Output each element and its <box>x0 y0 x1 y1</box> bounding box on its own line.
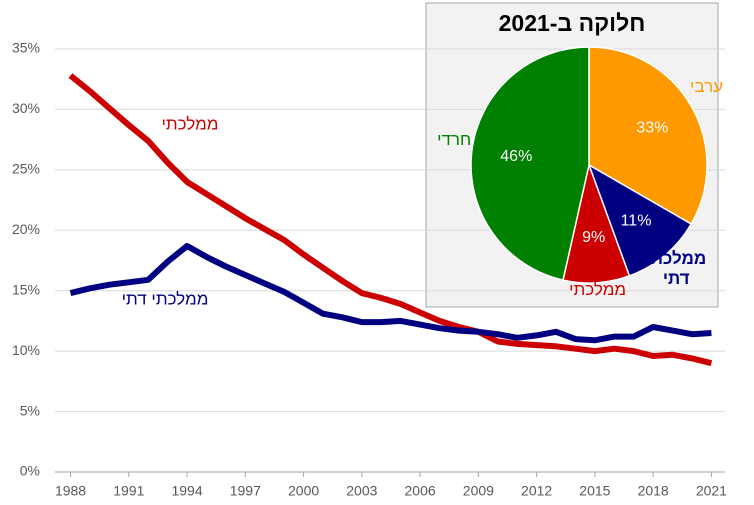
series-label: ממלכתי דתי <box>122 289 209 308</box>
pie-category-label: חרדי <box>437 129 472 149</box>
pie-category-label: ממלכתי דתי <box>645 248 707 288</box>
pie-value-label: 46% <box>500 148 532 165</box>
x-tick-label: 2003 <box>346 483 377 499</box>
y-tick-label: 20% <box>12 221 40 237</box>
y-tick-label: 5% <box>20 402 40 418</box>
pie-category-label: ממלכתי <box>569 280 627 300</box>
series-label: ממלכתי <box>162 114 219 133</box>
pie-slice <box>470 46 590 281</box>
pie-category-text: ממלכתי <box>569 280 627 300</box>
x-tick-label: 2009 <box>463 483 494 499</box>
pie-slice <box>587 163 693 277</box>
y-tick-label: 15% <box>12 281 40 297</box>
pie-value-label: 33% <box>636 120 668 137</box>
series-line <box>69 243 712 344</box>
pie-category-label: ערבי <box>689 77 724 97</box>
x-tick-label: 2012 <box>521 483 552 499</box>
pie-category-text: חרדי <box>437 129 472 149</box>
x-tick-label: 2015 <box>579 483 610 499</box>
y-tick-label: 30% <box>12 100 40 116</box>
y-tick-label: 10% <box>12 342 40 358</box>
pie-title: חלוקה ב-2021 <box>499 10 646 36</box>
pie-value-label: 11% <box>621 212 652 229</box>
pie-slice <box>588 46 708 226</box>
y-tick-label: 35% <box>12 40 40 56</box>
x-tick-label: 2018 <box>638 483 669 499</box>
x-tick-label: 1991 <box>113 483 144 499</box>
pie-category-text: ערבי <box>689 77 724 97</box>
y-tick-label: 0% <box>20 463 40 479</box>
series-line <box>68 73 713 367</box>
x-tick-label: 2021 <box>696 483 727 499</box>
x-tick-label: 1994 <box>171 483 202 499</box>
x-tick-label: 2006 <box>405 483 436 499</box>
pie-value-label: 9% <box>582 229 605 246</box>
x-tick-label: 2000 <box>288 483 319 499</box>
x-tick-label: 1988 <box>55 483 86 499</box>
y-tick-label: 25% <box>12 161 40 177</box>
x-tick-label: 1997 <box>230 483 261 499</box>
pie-category-text: ממלכתי דתי <box>645 248 707 288</box>
